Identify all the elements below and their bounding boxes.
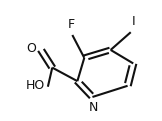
Text: HO: HO — [26, 79, 45, 92]
Text: N: N — [89, 101, 98, 114]
Text: I: I — [131, 15, 135, 28]
Text: F: F — [68, 18, 75, 31]
Text: O: O — [26, 42, 36, 56]
